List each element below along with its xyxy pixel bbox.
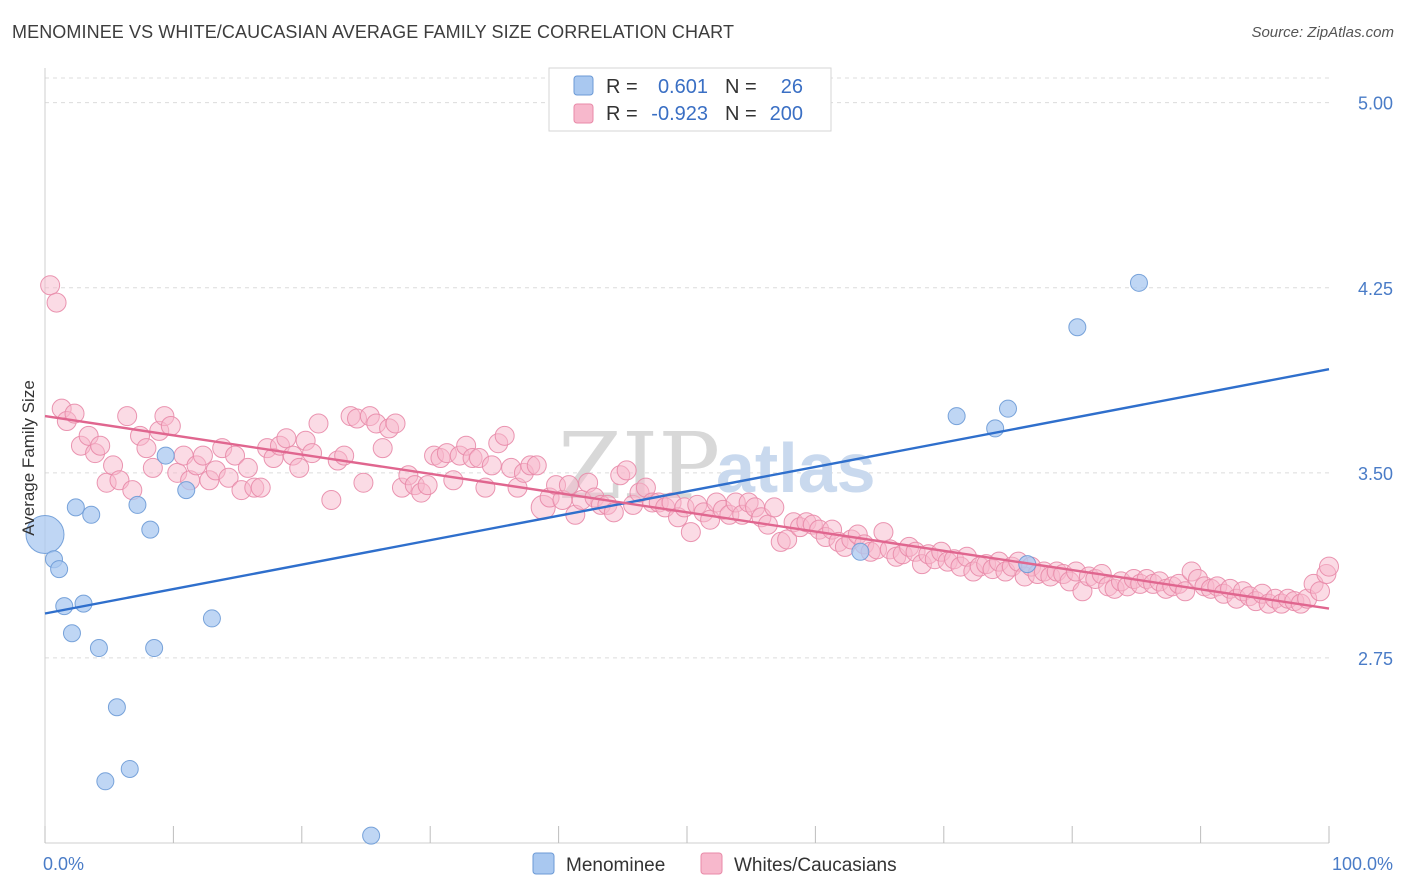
- trend-line-whites: [44, 414, 1330, 610]
- point-menominee-12: [128, 495, 147, 514]
- point-menominee-8: [89, 639, 108, 658]
- point-whites-31: [237, 457, 258, 478]
- point-whites-70: [494, 425, 515, 446]
- point-whites-41: [302, 443, 323, 464]
- point-menominee-5: [66, 498, 85, 517]
- point-menominee-16: [177, 481, 196, 500]
- point-whites-58: [417, 475, 438, 496]
- point-menominee-9: [96, 772, 115, 791]
- bottom-legend-swatch-whites: [700, 852, 723, 875]
- point-whites-114: [777, 529, 798, 550]
- point-whites-4: [64, 403, 85, 424]
- point-menominee-18: [362, 826, 381, 845]
- chart-title: MENOMINEE VS WHITE/CAUCASIAN AVERAGE FAM…: [12, 22, 735, 42]
- point-whites-8: [90, 435, 111, 456]
- y-tick-label-3: 5.00: [1358, 94, 1393, 114]
- y-tick-labels: 2.75 3.50 4.25 5.00: [1358, 94, 1393, 669]
- point-whites-53: [385, 413, 406, 434]
- point-menominee-0: [25, 515, 65, 555]
- point-whites-42: [308, 413, 329, 434]
- legend-r-label-2: R =: [606, 103, 638, 125]
- point-whites-199: [1319, 556, 1339, 577]
- legend-n-value-1: 26: [781, 76, 803, 98]
- legend-swatch-menominee: [573, 75, 594, 96]
- bottom-legend-swatch-menominee: [532, 852, 555, 875]
- point-menominee-11: [120, 759, 139, 778]
- legend-r-value-2: -0.923: [651, 103, 708, 125]
- point-whites-99: [680, 522, 701, 543]
- point-menominee-2: [50, 560, 69, 579]
- point-whites-62: [443, 470, 464, 491]
- legend: R = 0.601 N = 26 R = -0.923 N = 200: [548, 67, 832, 132]
- point-whites-19: [160, 415, 181, 436]
- point-menominee-24: [1068, 318, 1087, 337]
- point-whites-87: [603, 502, 624, 523]
- legend-box: [548, 67, 832, 132]
- x-tick-labels: 0.0% 100.0%: [43, 854, 1393, 874]
- point-whites-24: [192, 445, 213, 466]
- point-whites-48: [353, 472, 374, 493]
- y-tick-label-1: 3.50: [1358, 464, 1393, 484]
- point-menominee-15: [156, 446, 175, 465]
- point-menominee-6: [74, 594, 93, 613]
- point-whites-68: [481, 455, 502, 476]
- y-tick-label-2: 4.25: [1358, 279, 1393, 299]
- point-menominee-25: [1129, 273, 1148, 292]
- watermark-atlas: atlas: [716, 429, 876, 507]
- data-points: [25, 273, 1339, 845]
- point-menominee-13: [141, 520, 160, 539]
- point-whites-12: [117, 406, 138, 427]
- point-whites-80: [558, 475, 579, 496]
- point-whites-89: [616, 460, 637, 481]
- point-menominee-7: [82, 505, 101, 524]
- point-menominee-19: [851, 542, 870, 561]
- point-whites-29: [225, 445, 246, 466]
- bottom-legend-label-menominee: Menominee: [566, 855, 665, 876]
- legend-r-label-1: R =: [606, 76, 638, 98]
- point-menominee-4: [62, 624, 81, 643]
- legend-n-value-2: 200: [770, 103, 803, 125]
- legend-r-value-1: 0.601: [658, 76, 708, 98]
- point-menominee-14: [145, 639, 164, 658]
- trend-line-menominee: [44, 368, 1330, 615]
- y-axis-label: Average Family Size: [19, 380, 38, 536]
- legend-n-label-1: N =: [725, 76, 757, 98]
- legend-n-label-2: N =: [725, 103, 757, 125]
- point-menominee-17: [202, 609, 221, 628]
- point-whites-37: [276, 428, 297, 449]
- point-whites-0: [40, 275, 61, 296]
- legend-swatch-whites: [573, 103, 594, 124]
- point-whites-112: [764, 497, 785, 518]
- point-whites-16: [142, 457, 163, 478]
- y-tick-label-0: 2.75: [1358, 649, 1393, 669]
- bottom-legend-label-whites: Whites/Caucasians: [734, 855, 897, 876]
- point-whites-15: [136, 438, 157, 459]
- bottom-legend: Menominee Whites/Caucasians: [532, 852, 897, 876]
- axes: [44, 68, 1330, 844]
- point-menominee-22: [999, 399, 1017, 418]
- trend-lines: [44, 368, 1330, 615]
- point-whites-197: [1310, 581, 1331, 602]
- point-whites-33: [250, 477, 271, 498]
- x-tick-label-0: 0.0%: [43, 854, 84, 874]
- point-whites-1: [46, 292, 67, 313]
- point-whites-75: [526, 455, 547, 476]
- point-whites-43: [321, 489, 342, 510]
- point-whites-129: [873, 522, 894, 543]
- point-menominee-10: [107, 698, 126, 717]
- point-whites-51: [372, 438, 393, 459]
- point-whites-28: [218, 467, 239, 488]
- chart-source: Source: ZipAtlas.com: [1251, 24, 1394, 41]
- point-whites-39: [289, 457, 310, 478]
- x-tick-label-1: 100.0%: [1332, 854, 1393, 874]
- point-menominee-20: [947, 407, 966, 426]
